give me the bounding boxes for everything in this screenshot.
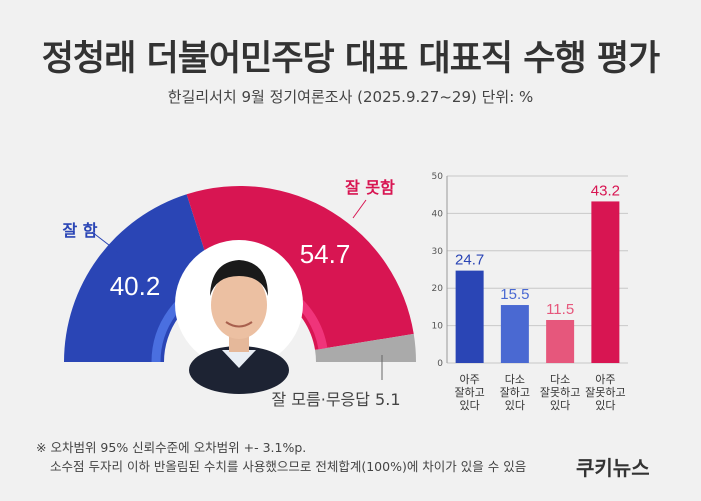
- x-category-label: 잘하고: [500, 385, 530, 399]
- footnote-line-1: ※ 오차범위 95% 신뢰수준에 오차범위 +- 3.1%p.: [36, 440, 307, 455]
- x-category-label: 다소: [505, 373, 525, 386]
- bar: [500, 305, 529, 363]
- x-category-label: 있다: [595, 399, 615, 412]
- donut-slice-unknown: [315, 333, 416, 362]
- bar: [591, 201, 620, 363]
- page-title: 정청래 더불어민주당 대표 대표직 수행 평가: [41, 39, 661, 79]
- y-tick-label: 50: [432, 172, 444, 182]
- x-category-label: 다소: [550, 373, 570, 386]
- bar-value-label: 11.5: [546, 301, 574, 318]
- y-tick-label: 10: [432, 322, 444, 332]
- footnote-line-2: 소수점 두자리 이하 반올림된 수치를 사용했으므로 전체합계(100%)에 차…: [50, 459, 527, 474]
- bar: [455, 270, 484, 363]
- x-category-label: 있다: [460, 399, 480, 412]
- y-tick-label: 40: [432, 209, 444, 219]
- bad-leader-line: [352, 199, 367, 219]
- y-tick-label: 20: [432, 284, 444, 294]
- brand-logo: 쿠키뉴스: [576, 456, 650, 480]
- donut-chart: 40.2 54.7 잘 함 잘 못함 잘 모름·무응답 5.1: [62, 178, 416, 409]
- page-subtitle: 한길리서치 9월 정기여론조사 (2025.9.27~29) 단위: %: [167, 88, 534, 106]
- x-category-label: 잘하고: [454, 385, 484, 399]
- unknown-slice-label: 잘 모름·무응답 5.1: [271, 390, 400, 409]
- donut-slice-good: [64, 194, 217, 362]
- good-slice-label: 잘 함: [62, 221, 97, 240]
- x-category-label: 잘못하고: [585, 385, 625, 399]
- bar: [546, 319, 575, 363]
- x-category-label: 있다: [550, 399, 570, 412]
- x-category-label: 아주: [460, 373, 480, 386]
- x-category-label: 있다: [505, 399, 525, 412]
- y-tick-label: 30: [432, 247, 444, 257]
- bar-value-label: 24.7: [455, 252, 484, 269]
- portrait-photo: [175, 240, 303, 394]
- good-leader-line: [91, 231, 119, 253]
- x-category-label: 잘못하고: [540, 385, 580, 399]
- bad-value-label: 54.7: [300, 239, 351, 269]
- bad-slice-label: 잘 못함: [345, 178, 395, 197]
- donut-slice-bad: [186, 186, 414, 350]
- x-category-label: 아주: [595, 373, 615, 386]
- bar-value-label: 43.2: [591, 182, 620, 199]
- good-value-label: 40.2: [110, 271, 161, 301]
- bar-value-label: 15.5: [500, 286, 529, 303]
- y-tick-label: 0: [437, 359, 443, 369]
- footnote: ※ 오차범위 95% 신뢰수준에 오차범위 +- 3.1%p. 소수점 두자리 …: [36, 438, 526, 476]
